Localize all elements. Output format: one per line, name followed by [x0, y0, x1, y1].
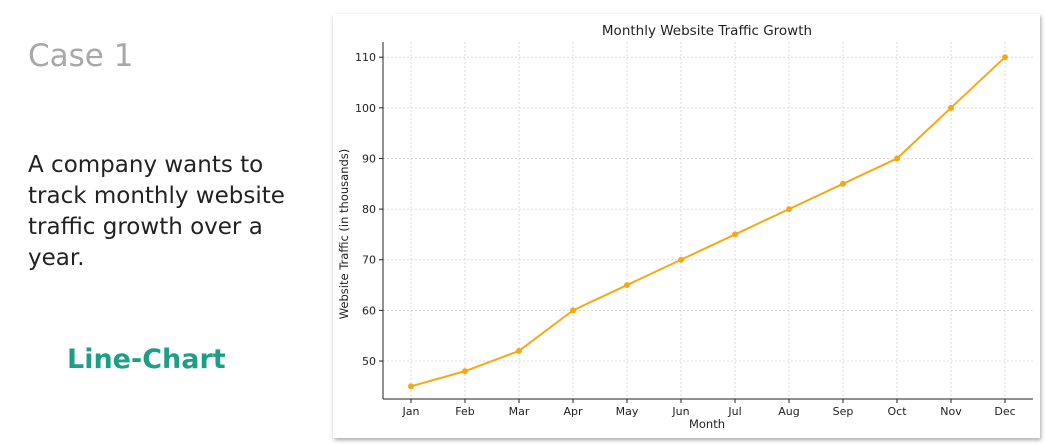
- x-axis-label: Month: [689, 417, 725, 431]
- y-tick-label: 90: [362, 152, 376, 165]
- chart-frame: Jan Feb Mar Apr May Jun Jul Aug Sep Oct Nov Dec 50 60…: [333, 14, 1040, 438]
- x-tick-label: Mar: [509, 405, 530, 418]
- x-tick-label: Oct: [887, 405, 907, 418]
- data-point: [948, 104, 954, 111]
- x-tick-label: Jan: [402, 405, 420, 418]
- x-tick-label: Aug: [778, 405, 799, 418]
- data-point: [462, 368, 468, 375]
- data-point: [570, 307, 576, 314]
- data-point: [894, 155, 900, 162]
- case-title: Case 1: [28, 38, 134, 74]
- line-chart: Jan Feb Mar Apr May Jun Jul Aug Sep Oct Nov Dec 50 60…: [337, 23, 1033, 431]
- y-axis-label: Website Traffic (in thousands): [337, 149, 351, 320]
- data-point: [840, 180, 846, 187]
- chart-type-label: Line-Chart: [67, 344, 226, 375]
- y-tick-label: 70: [362, 254, 376, 267]
- axes: [379, 42, 1033, 403]
- data-point: [678, 256, 684, 263]
- tick-labels: Jan Feb Mar Apr May Jun Jul Aug Sep Oct Nov Dec 50 60…: [355, 51, 1016, 418]
- y-tick-label: 60: [362, 304, 376, 317]
- data-point: [1002, 54, 1008, 61]
- data-point: [732, 231, 738, 238]
- series-layer: [408, 54, 1008, 390]
- y-tick-label: 110: [355, 51, 376, 64]
- case-description: A company wants to track monthly website…: [28, 152, 285, 271]
- y-tick-label: 50: [362, 355, 376, 368]
- chart-title: Monthly Website Traffic Growth: [602, 23, 812, 39]
- data-point: [786, 206, 792, 213]
- grid-lines: [383, 42, 1033, 399]
- data-point: [408, 383, 414, 390]
- x-tick-label: Apr: [563, 405, 583, 418]
- x-tick-label: May: [616, 405, 639, 418]
- x-tick-label: Jun: [671, 405, 689, 418]
- x-tick-label: Dec: [994, 405, 1015, 418]
- x-tick-label: Nov: [940, 405, 962, 418]
- x-tick-label: Jul: [727, 405, 741, 418]
- x-tick-label: Sep: [833, 405, 854, 418]
- y-tick-label: 100: [355, 102, 376, 115]
- data-point: [624, 282, 630, 289]
- data-point: [516, 347, 522, 354]
- x-tick-label: Feb: [455, 405, 474, 418]
- series-line: [410, 56, 1006, 388]
- y-tick-label: 80: [362, 203, 376, 216]
